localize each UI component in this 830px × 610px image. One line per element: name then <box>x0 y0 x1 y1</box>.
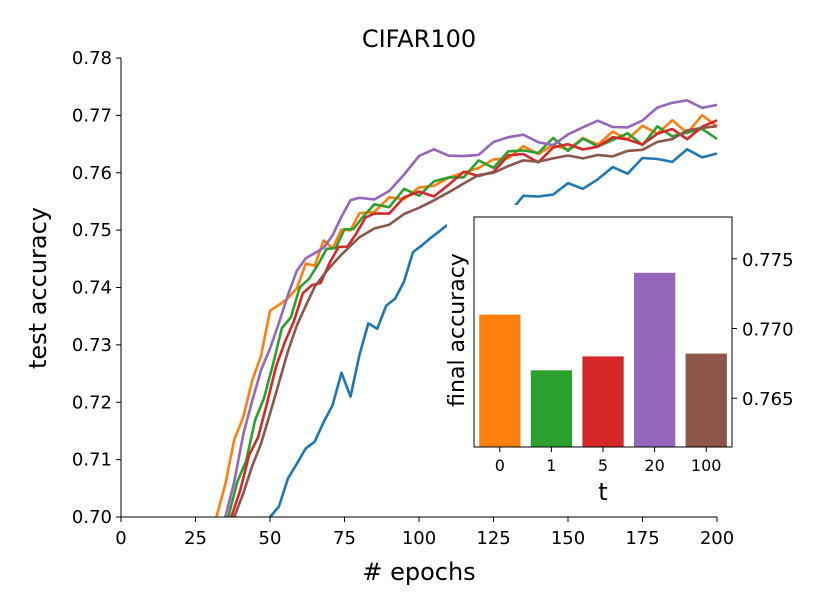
inset-x-axis-label: t <box>598 478 607 506</box>
inset-bar <box>582 356 624 447</box>
main-chart-title: CIFAR100 <box>362 25 476 53</box>
inset-bar <box>479 314 521 447</box>
inset-x-tick-label: 20 <box>644 456 664 475</box>
main-series-group <box>215 99 718 518</box>
series-line <box>227 125 718 518</box>
inset-x-tick-label: 100 <box>691 456 722 475</box>
main-x-tick-label: 25 <box>184 528 207 549</box>
main-y-axis-label: test accuracy <box>24 207 52 369</box>
inset-y-tick-label: 0.765 <box>742 389 794 410</box>
series-line <box>224 99 718 518</box>
inset-y-tick-label: 0.775 <box>742 250 794 271</box>
main-y-tick-label: 0.73 <box>72 335 112 356</box>
series-line <box>215 113 718 518</box>
main-x-tick-label: 125 <box>476 528 510 549</box>
main-y-tick-label: 0.74 <box>72 278 112 299</box>
inset-bar <box>530 370 573 447</box>
inset-bars-group <box>479 272 727 447</box>
main-x-tick-label: 50 <box>259 528 282 549</box>
main-y-tick-label: 0.76 <box>72 163 112 184</box>
main-y-tick-label: 0.77 <box>72 105 112 126</box>
main-y-tick-label: 0.78 <box>72 48 112 69</box>
inset-axis-ticks: 0 1 5 20 100 0.765 0.770 0.775 <box>495 250 794 475</box>
series-line <box>230 119 718 518</box>
inset-bar <box>634 272 676 447</box>
inset-y-axis-label: final accuracy <box>445 253 470 407</box>
main-axis-ticks: 0 25 50 75 100 125 150 175 2000.700.710.720.730.… <box>72 48 734 549</box>
inset-x-tick-label: 5 <box>598 456 608 475</box>
main-x-tick-label: 200 <box>700 528 734 549</box>
series-line <box>269 148 718 518</box>
main-y-tick-label: 0.72 <box>72 392 112 413</box>
inset-x-tick-label: 1 <box>546 456 556 475</box>
main-y-tick-label: 0.70 <box>72 507 112 528</box>
main-x-axis-label: # epochs <box>362 558 475 586</box>
main-x-tick-label: 75 <box>333 528 356 549</box>
main-x-tick-label: 150 <box>551 528 585 549</box>
inset-y-tick-label: 0.770 <box>742 320 794 341</box>
main-x-tick-label: 0 <box>115 528 126 549</box>
inset-x-tick-label: 0 <box>495 456 505 475</box>
main-x-tick-label: 100 <box>402 528 436 549</box>
inset-frame <box>473 216 733 448</box>
main-x-tick-label: 175 <box>625 528 659 549</box>
inset-bar <box>685 353 727 447</box>
main-y-tick-label: 0.71 <box>72 450 112 471</box>
main-y-tick-label: 0.75 <box>72 220 112 241</box>
series-line <box>232 124 718 518</box>
